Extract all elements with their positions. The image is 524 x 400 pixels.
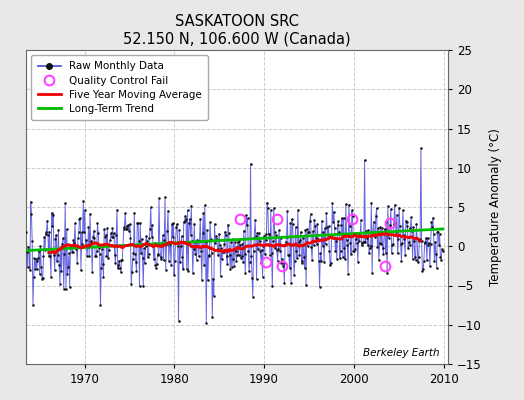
Legend: Raw Monthly Data, Quality Control Fail, Five Year Moving Average, Long-Term Tren: Raw Monthly Data, Quality Control Fail, … xyxy=(31,55,208,120)
Title: SASKATOON SRC
52.150 N, 106.600 W (Canada): SASKATOON SRC 52.150 N, 106.600 W (Canad… xyxy=(123,14,351,46)
Text: Berkeley Earth: Berkeley Earth xyxy=(363,348,440,358)
Y-axis label: Temperature Anomaly (°C): Temperature Anomaly (°C) xyxy=(489,128,502,286)
